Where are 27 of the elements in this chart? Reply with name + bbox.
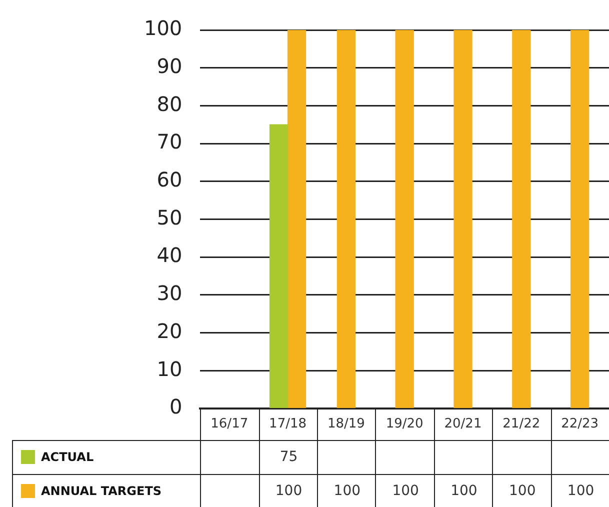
y-tick-label: 20 [156, 318, 182, 343]
y-tick-label: 40 [156, 243, 182, 268]
data-label: 100 [316, 474, 376, 507]
legend-label: ANNUAL TARGETS [41, 484, 162, 498]
y-tick-label: 30 [156, 281, 182, 306]
y-tick-label: 80 [156, 92, 182, 116]
y-tick-label: 60 [156, 168, 182, 192]
y-tick-label: 100 [144, 16, 182, 40]
y-tick-label: 50 [156, 205, 182, 230]
x-tick-label: 18/19 [327, 416, 365, 432]
x-tick-label: 20/21 [444, 416, 482, 432]
data-label: 100 [550, 474, 609, 507]
x-tick-label: 19/20 [386, 416, 424, 432]
legend-label: ACTUAL [41, 450, 94, 464]
data-label: 75 [258, 440, 318, 474]
data-label: 100 [492, 474, 552, 507]
y-tick-label: 0 [169, 394, 182, 419]
y-tick-label: 10 [156, 356, 182, 381]
y-tick-label: 90 [156, 54, 182, 78]
x-tick-label: 21/22 [502, 416, 540, 432]
y-tick-label: 70 [156, 130, 182, 154]
data-label: 100 [434, 474, 494, 507]
data-label: 100 [375, 474, 435, 507]
x-tick-label: 17/18 [269, 416, 307, 432]
x-tick-label: 16/17 [210, 416, 248, 432]
x-tick-label: 22/23 [561, 416, 599, 432]
data-label: 100 [258, 474, 318, 507]
